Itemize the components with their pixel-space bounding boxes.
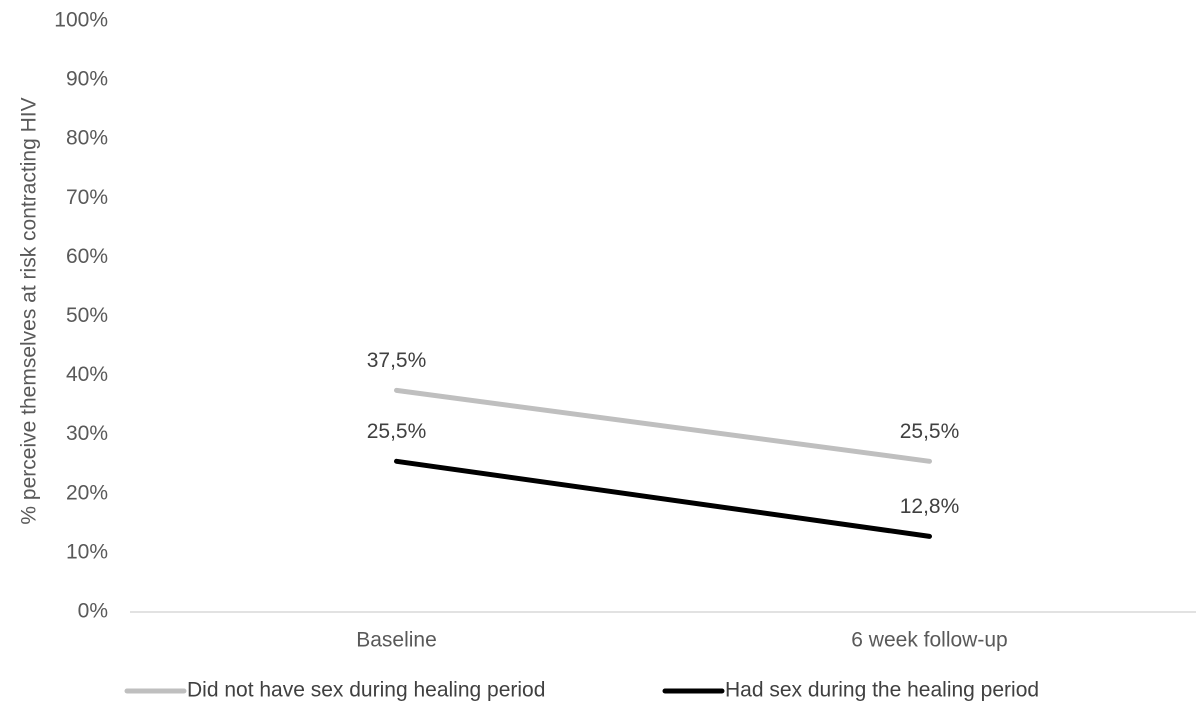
y-tick-label: 70% <box>66 186 108 209</box>
series-line-2 <box>394 458 932 539</box>
legend-label: Did not have sex during healing period <box>187 679 545 702</box>
y-tick-label: 90% <box>66 68 108 91</box>
x-tick-label: Baseline <box>356 629 437 652</box>
data-label: 25,5% <box>367 420 427 443</box>
data-label: 12,8% <box>900 495 960 518</box>
y-tick-label: 40% <box>66 363 108 386</box>
y-tick-label: 0% <box>78 600 108 623</box>
y-tick-label: 10% <box>66 540 108 563</box>
y-axis-title: % perceive themselves at risk contractin… <box>18 97 41 524</box>
y-tick-label: 50% <box>66 304 108 327</box>
series-line-1 <box>394 387 932 464</box>
data-label: 37,5% <box>367 349 427 372</box>
y-tick-label: 80% <box>66 127 108 150</box>
data-label: 25,5% <box>900 420 960 443</box>
legend-label: Had sex during the healing period <box>725 679 1039 702</box>
y-tick-label: 60% <box>66 245 108 268</box>
y-tick-label: 100% <box>54 9 108 32</box>
y-tick-label: 30% <box>66 422 108 445</box>
x-tick-label: 6 week follow-up <box>851 629 1007 652</box>
y-tick-label: 20% <box>66 481 108 504</box>
